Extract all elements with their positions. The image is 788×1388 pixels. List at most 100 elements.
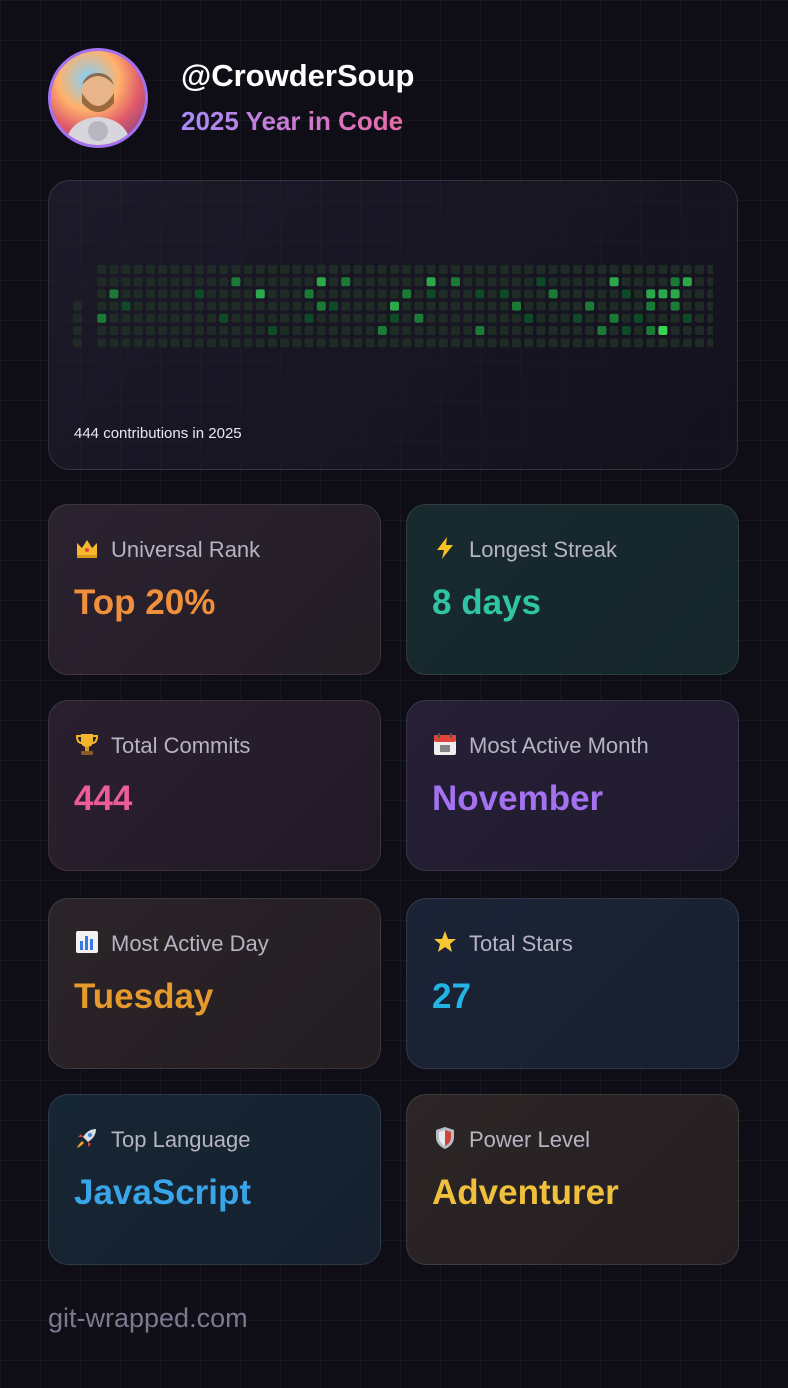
stat-value: Top 20%: [74, 583, 216, 622]
contribution-day-cell: [390, 326, 399, 335]
lightning-icon: [437, 537, 453, 559]
stat-card-total-stars: Total Stars 27: [406, 898, 739, 1069]
contribution-day-cell: [255, 313, 265, 323]
contribution-day-cell: [573, 313, 582, 323]
contribution-day-cell: [243, 277, 253, 287]
contribution-day-cell: [280, 301, 290, 311]
contribution-day-cell: [280, 326, 290, 335]
contribution-day-cell: [243, 289, 253, 299]
contribution-day-cell: [426, 289, 436, 299]
contribution-day-cell: [609, 277, 619, 287]
contribution-day-cell: [109, 338, 119, 348]
contribution-day-cell: [475, 326, 485, 335]
contribution-day-cell: [475, 277, 485, 287]
contribution-day-cell: [341, 289, 351, 299]
contribution-day-cell: [451, 338, 460, 348]
contribution-day-cell: [475, 265, 485, 274]
contribution-day-cell: [97, 277, 107, 287]
contribution-day-cell: [560, 326, 570, 335]
contribution-day-cell: [353, 338, 363, 348]
contribution-day-cell: [475, 289, 485, 299]
contribution-day-cell: [170, 326, 180, 335]
contribution-day-cell: [682, 301, 692, 311]
contribution-day-cell: [646, 313, 656, 323]
contribution-day-cell: [158, 301, 168, 311]
contribution-day-cell: [329, 265, 338, 274]
contribution-day-cell: [512, 326, 521, 335]
contribution-day-cell: [109, 277, 119, 287]
contribution-day-cell: [438, 277, 448, 287]
contribution-day-cell: [219, 289, 229, 299]
contribution-summary: 444 contributions in 2025: [74, 425, 242, 442]
stat-label: Universal Rank: [111, 537, 261, 562]
contribution-day-cell: [207, 277, 216, 287]
contribution-day-cell: [670, 301, 680, 311]
contribution-day-cell: [243, 301, 253, 311]
contribution-day-cell: [438, 301, 448, 311]
contribution-day-cell: [268, 277, 277, 287]
contribution-day-cell: [695, 301, 704, 311]
contribution-day-cell: [341, 265, 351, 274]
contribution-day-cell: [621, 277, 631, 287]
contribution-day-cell: [634, 289, 643, 299]
contribution-day-cell: [194, 265, 204, 274]
contribution-day-cell: [109, 313, 119, 323]
contribution-day-cell: [658, 289, 668, 299]
contribution-day-cell: [670, 265, 680, 274]
contribution-day-cell: [402, 338, 412, 348]
contribution-day-cell: [292, 313, 302, 323]
contribution-day-cell: [548, 326, 558, 335]
contribution-day-cell: [109, 289, 119, 299]
contribution-day-cell: [451, 326, 460, 335]
contribution-day-cell: [194, 301, 204, 311]
contribution-day-cell: [475, 301, 485, 311]
contribution-day-cell: [585, 313, 595, 323]
contribution-day-cell: [548, 277, 558, 287]
contribution-day-cell: [304, 326, 314, 335]
contribution-day-cell: [585, 338, 595, 348]
contribution-day-cell: [377, 289, 387, 299]
contribution-day-cell: [609, 289, 619, 299]
contribution-day-cell: [487, 289, 497, 299]
contribution-day-cell: [402, 289, 412, 299]
contribution-day-cell: [426, 277, 436, 287]
contribution-day-cell: [365, 289, 375, 299]
contribution-day-cell: [573, 265, 582, 274]
contribution-day-cell: [304, 301, 314, 311]
contribution-day-cell: [487, 265, 497, 274]
stat-label: Most Active Month: [469, 733, 649, 758]
contribution-day-cell: [170, 265, 180, 274]
contribution-day-cell: [438, 338, 448, 348]
contribution-day-cell: [438, 326, 448, 335]
stat-label: Total Stars: [469, 931, 573, 956]
contribution-day-cell: [353, 277, 363, 287]
contribution-day-cell: [219, 277, 229, 287]
contribution-day-cell: [463, 301, 473, 311]
avatar: [48, 48, 148, 148]
contribution-day-cell: [597, 338, 607, 348]
contribution-day-cell: [524, 338, 534, 348]
contribution-day-cell: [182, 265, 192, 274]
contribution-day-cell: [280, 277, 290, 287]
contribution-day-cell: [707, 301, 717, 311]
contribution-day-cell: [133, 301, 143, 311]
contribution-day-cell: [536, 277, 546, 287]
stat-value: JavaScript: [74, 1173, 252, 1212]
contribution-day-cell: [133, 313, 143, 323]
contribution-day-cell: [255, 301, 265, 311]
contribution-day-cell: [499, 277, 509, 287]
contribution-day-cell: [170, 338, 180, 348]
contribution-day-cell: [438, 313, 448, 323]
stat-value: 444: [74, 779, 133, 818]
contribution-day-cell: [560, 289, 570, 299]
contribution-day-cell: [292, 338, 302, 348]
contribution-day-cell: [670, 338, 680, 348]
contribution-day-cell: [341, 313, 351, 323]
contribution-day-cell: [170, 313, 180, 323]
contribution-day-cell: [463, 313, 473, 323]
footer-site-link[interactable]: git-wrapped.com: [48, 1303, 248, 1333]
username: @CrowderSoup: [181, 58, 415, 93]
contribution-day-cell: [97, 326, 107, 335]
contribution-day-cell: [646, 326, 656, 335]
contribution-day-cell: [158, 326, 168, 335]
